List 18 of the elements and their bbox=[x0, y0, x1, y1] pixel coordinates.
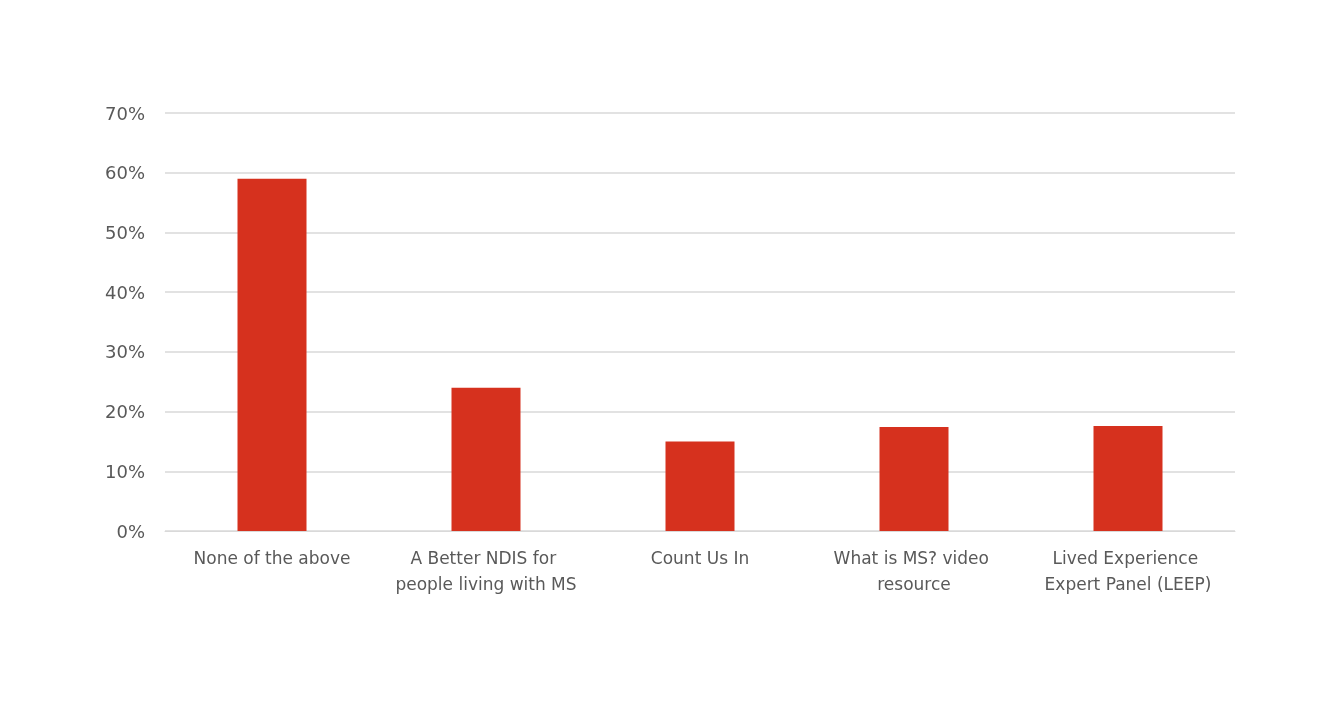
y-tick-label: 30% bbox=[104, 341, 145, 363]
y-tick-label: 60% bbox=[104, 162, 145, 184]
x-tick-label: A Better NDIS for people living with MS bbox=[395, 548, 577, 594]
bar bbox=[451, 387, 521, 531]
bar bbox=[665, 441, 735, 531]
y-tick-label: 20% bbox=[104, 401, 145, 423]
x-tick-label: None of the above bbox=[193, 548, 351, 568]
y-tick-label: 70% bbox=[104, 102, 145, 124]
bar bbox=[879, 427, 949, 531]
y-tick-label: 0% bbox=[116, 520, 145, 542]
y-tick-label: 50% bbox=[104, 221, 145, 243]
y-tick-label: 40% bbox=[104, 281, 145, 303]
bar bbox=[237, 178, 307, 531]
x-tick-label: Count Us In bbox=[650, 548, 750, 568]
x-tick-label: What is MS? video resource bbox=[833, 548, 995, 594]
y-tick-label: 10% bbox=[104, 460, 145, 482]
bar bbox=[1093, 425, 1163, 531]
x-tick-label: Lived Experience Expert Panel (LEEP) bbox=[1044, 548, 1212, 594]
